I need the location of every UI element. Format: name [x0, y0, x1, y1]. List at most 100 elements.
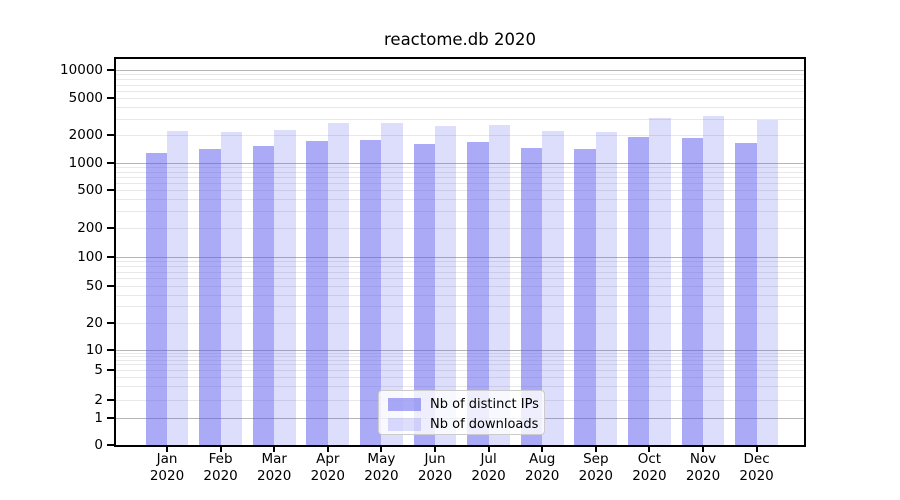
bar-ips-mar	[252, 145, 275, 445]
x-tick-year: 2020	[310, 467, 345, 484]
y-tick-label: 5000	[68, 90, 103, 107]
x-tick-label-dec: Dec 2020	[725, 451, 789, 484]
x-tick-year: 2020	[632, 467, 667, 484]
x-tick-month: Feb	[208, 451, 233, 467]
y-tick-mark	[107, 97, 114, 100]
x-tick-mark	[166, 447, 168, 452]
bar-ips-nov	[681, 138, 703, 445]
gridline-minor	[116, 386, 804, 388]
bar-ips-jul	[467, 142, 489, 445]
x-tick-year: 2020	[149, 467, 185, 484]
y-tick-mark	[107, 134, 114, 136]
gridline-minor	[116, 228, 804, 229]
gridline-minor	[116, 182, 804, 184]
gridline-minor	[116, 90, 804, 92]
x-tick-label-aug: Aug 2020	[510, 451, 574, 484]
x-tick-year: 2020	[257, 467, 292, 484]
x-tick-month: Jun	[424, 451, 446, 467]
y-tick-mark	[107, 321, 114, 324]
bar-ips-feb	[199, 149, 221, 445]
y-tick-mark	[107, 398, 114, 401]
x-tick-month: Apr	[316, 451, 340, 467]
bar-ips-jun	[413, 143, 435, 445]
x-tick-label-feb: Feb 2020	[189, 451, 253, 484]
gridline-minor	[116, 167, 804, 169]
bar-ips-sep	[574, 149, 596, 445]
x-tick-mark	[755, 447, 758, 452]
x-tick-month: Oct	[637, 451, 662, 467]
x-tick-mark	[380, 447, 383, 452]
bar-ips-aug	[520, 148, 543, 445]
x-tick-label-may: May 2020	[349, 451, 413, 484]
gridline-minor	[116, 135, 804, 136]
bar-ips-apr	[306, 140, 328, 445]
gridline-minor	[116, 74, 804, 76]
bar-ips-dec	[735, 143, 757, 445]
gridline-minor	[116, 98, 804, 100]
y-tick-mark	[107, 227, 114, 229]
gridline-major	[116, 349, 804, 351]
y-tick-label: 100	[77, 249, 103, 265]
y-tick-label: 10000	[60, 62, 103, 78]
legend-row-downloads: Nb of downloads	[388, 416, 544, 433]
x-tick-year: 2020	[203, 467, 238, 484]
gridline-minor	[116, 369, 804, 371]
bar-downloads-feb	[220, 131, 242, 445]
gridline-minor	[116, 266, 804, 268]
x-tick-year: 2020	[471, 467, 506, 484]
bar-downloads-sep	[595, 131, 618, 445]
bar-ips-jan	[145, 152, 167, 445]
y-tick-label: 20	[85, 314, 103, 331]
x-tick-label-mar: Mar 2020	[242, 451, 306, 484]
y-tick-label: 2000	[68, 127, 103, 143]
gridline-minor	[116, 376, 804, 378]
x-tick-month: Jul	[480, 451, 497, 467]
legend-swatch-downloads-icon	[388, 418, 421, 431]
gridline-minor	[116, 107, 804, 109]
gridline-minor	[116, 322, 804, 324]
x-tick-mark	[594, 447, 597, 452]
bar-downloads-aug	[542, 130, 564, 445]
x-tick-label-jun: Jun 2020	[403, 451, 467, 484]
legend-swatch-ips-icon	[388, 398, 421, 411]
bar-downloads-oct	[649, 117, 671, 445]
x-tick-year: 2020	[739, 467, 774, 484]
y-tick-mark	[107, 348, 114, 351]
legend-row-ips: Nb of distinct IPs	[388, 396, 544, 413]
bar-downloads-nov	[703, 115, 725, 445]
y-tick-label: 50	[85, 278, 103, 294]
gridline-minor	[116, 118, 804, 120]
x-tick-mark	[541, 447, 544, 452]
y-tick-label: 500	[77, 182, 103, 198]
chart-title: reactome.db 2020	[384, 30, 536, 49]
y-tick-mark	[107, 69, 114, 71]
plot-inner: Nb of distinct IPs Nb of downloads	[116, 59, 804, 445]
x-tick-mark	[434, 447, 436, 452]
gridline-minor	[116, 352, 804, 354]
bar-downloads-jun	[435, 126, 457, 445]
bar-downloads-jan	[167, 131, 189, 445]
y-tick-label: 5	[94, 361, 103, 378]
legend-label-ips: Nb of distinct IPs	[430, 397, 539, 412]
x-tick-year: 2020	[525, 467, 560, 484]
bar-ips-oct	[628, 137, 650, 445]
x-tick-mark	[702, 447, 704, 452]
gridline-minor	[116, 79, 804, 81]
gridline-minor	[116, 199, 804, 201]
bar-downloads-may	[381, 122, 403, 445]
y-tick-label: 1000	[68, 155, 103, 172]
gridline-minor	[116, 355, 804, 357]
x-tick-year: 2020	[417, 467, 453, 484]
x-tick-label-jan: Jan 2020	[135, 451, 199, 484]
x-tick-month: Nov	[689, 451, 717, 467]
gridline-minor	[116, 364, 804, 366]
x-tick-year: 2020	[685, 467, 721, 484]
x-tick-month: Jan	[156, 451, 178, 467]
gridline-minor	[116, 271, 804, 273]
x-tick-mark	[487, 447, 490, 452]
gridline-minor	[116, 286, 804, 287]
x-tick-label-jul: Jul 2020	[457, 451, 521, 484]
bar-downloads-jul	[488, 125, 510, 445]
x-tick-month: Dec	[743, 451, 770, 467]
